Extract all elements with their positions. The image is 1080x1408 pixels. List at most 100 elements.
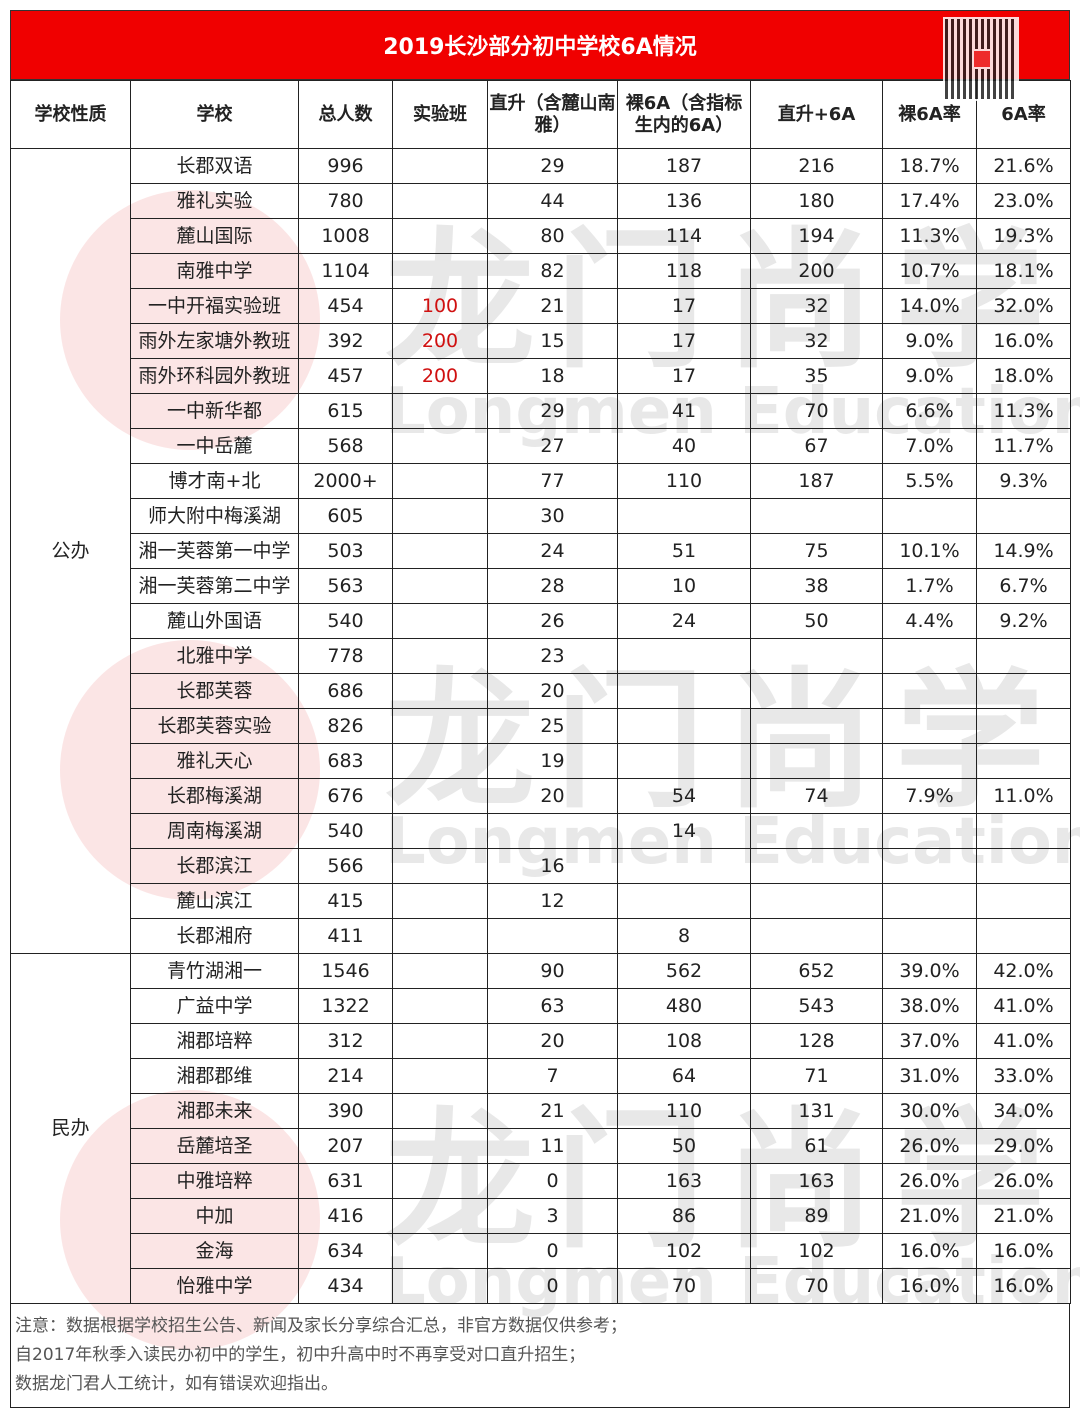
table-cell [750, 638, 883, 674]
table-cell: 41.0% [976, 988, 1071, 1024]
table-cell: 17 [617, 288, 751, 324]
table-cell: 9.3% [976, 463, 1071, 499]
table-cell: 11 [487, 1128, 618, 1164]
table-cell: 108 [617, 1023, 751, 1059]
table-cell [617, 883, 751, 919]
table-cell: 1322 [298, 988, 393, 1024]
table-cell [392, 393, 488, 429]
column-header: 学校 [130, 80, 299, 149]
table-row: 长郡湘府 411 8 [11, 918, 1071, 954]
table-cell [882, 673, 977, 709]
table-cell: 540 [298, 603, 393, 639]
table-cell: 563 [298, 568, 393, 604]
table-cell [882, 848, 977, 884]
table-cell: 金海 [130, 1233, 299, 1269]
table-cell [392, 1058, 488, 1094]
table-cell [392, 1198, 488, 1234]
table-cell: 14.9% [976, 533, 1071, 569]
table-cell: 15 [487, 323, 618, 359]
table-cell: 214 [298, 1058, 393, 1094]
table-cell [392, 463, 488, 499]
table-cell: 17 [617, 323, 751, 359]
table-cell: 33.0% [976, 1058, 1071, 1094]
table-row: 北雅中学 778 23 [11, 638, 1071, 674]
table-cell: 18 [487, 358, 618, 394]
table-cell: 110 [617, 463, 751, 499]
table-cell: 89 [750, 1198, 883, 1234]
table-row: 麓山国际 1008 80 114 194 11.3% 19.3% [11, 218, 1071, 254]
table-cell: 118 [617, 253, 751, 289]
table-cell: 6.6% [882, 393, 977, 429]
table-cell: 75 [750, 533, 883, 569]
table-cell [750, 708, 883, 744]
table-cell: 11.3% [882, 218, 977, 254]
table-cell [392, 183, 488, 219]
table-cell [617, 848, 751, 884]
table-cell: 19.3% [976, 218, 1071, 254]
table-cell [392, 1233, 488, 1269]
table-cell [392, 533, 488, 569]
table-cell [617, 743, 751, 779]
table-cell [976, 638, 1071, 674]
table-cell: 10.7% [882, 253, 977, 289]
table-cell: 128 [750, 1023, 883, 1059]
table-cell [976, 918, 1071, 954]
table-cell: 70 [750, 1268, 883, 1304]
table-cell [976, 743, 1071, 779]
table-cell: 77 [487, 463, 618, 499]
table-cell [750, 673, 883, 709]
table-row: 雨外环科园外教班 457 200 18 17 35 9.0% 18.0% [11, 358, 1071, 394]
table-cell: 长郡芙蓉实验 [130, 708, 299, 744]
table-cell: 32.0% [976, 288, 1071, 324]
table-cell: 110 [617, 1093, 751, 1129]
table-cell [882, 638, 977, 674]
table-cell [882, 708, 977, 744]
table-cell: 7.0% [882, 428, 977, 464]
table-cell: 28 [487, 568, 618, 604]
table-cell [392, 148, 488, 184]
table-cell: 21 [487, 288, 618, 324]
table-cell: 16.0% [882, 1233, 977, 1269]
table-cell [392, 1023, 488, 1059]
table-cell: 2000+ [298, 463, 393, 499]
table-cell: 163 [750, 1163, 883, 1199]
table-cell: 11.0% [976, 778, 1071, 814]
table-cell [976, 813, 1071, 849]
table-cell: 29 [487, 148, 618, 184]
table-cell: 41 [617, 393, 751, 429]
table-cell [392, 673, 488, 709]
table-cell: 9.2% [976, 603, 1071, 639]
table-cell: 16.0% [976, 1233, 1071, 1269]
table-cell: 湘郡郡维 [130, 1058, 299, 1094]
table-cell: 71 [750, 1058, 883, 1094]
table-cell: 30 [487, 498, 618, 534]
table-cell: 中雅培粹 [130, 1163, 299, 1199]
table-cell: 41.0% [976, 1023, 1071, 1059]
table-cell: 雅礼实验 [130, 183, 299, 219]
table-cell: 0 [487, 1233, 618, 1269]
table-cell [976, 498, 1071, 534]
table-cell: 雨外左家塘外教班 [130, 323, 299, 359]
table-cell: 180 [750, 183, 883, 219]
table-cell: 湘郡培粹 [130, 1023, 299, 1059]
table-cell: 9.0% [882, 358, 977, 394]
table-cell: 16.0% [882, 1268, 977, 1304]
table-cell [882, 883, 977, 919]
table-cell: 207 [298, 1128, 393, 1164]
table-cell: 194 [750, 218, 883, 254]
qr-code-icon [943, 17, 1019, 101]
table-cell [392, 953, 488, 989]
table-row: 雅礼天心 683 19 [11, 743, 1071, 779]
table-cell [392, 883, 488, 919]
table-row: 麓山滨江 415 12 [11, 883, 1071, 919]
table-cell [392, 1268, 488, 1304]
column-header: 裸6A（含指标生内的6A） [617, 80, 751, 149]
table-cell: 21.0% [882, 1198, 977, 1234]
table-cell: 32 [750, 288, 883, 324]
table-cell [392, 778, 488, 814]
table-cell: 0 [487, 1163, 618, 1199]
table-cell: 14.0% [882, 288, 977, 324]
table-cell [882, 918, 977, 954]
table-cell: 136 [617, 183, 751, 219]
column-header: 总人数 [298, 80, 393, 149]
